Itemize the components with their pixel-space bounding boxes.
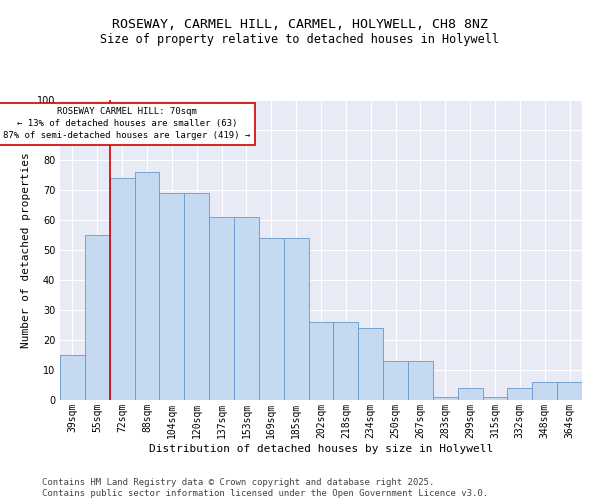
Bar — [308, 322, 334, 400]
Text: Contains HM Land Registry data © Crown copyright and database right 2025.
Contai: Contains HM Land Registry data © Crown c… — [42, 478, 488, 498]
Bar — [334, 322, 358, 400]
Bar — [60, 355, 85, 400]
Bar — [458, 388, 482, 400]
Text: ROSEWAY CARMEL HILL: 70sqm
← 13% of detached houses are smaller (63)
87% of semi: ROSEWAY CARMEL HILL: 70sqm ← 13% of deta… — [4, 108, 251, 140]
Bar — [134, 172, 160, 400]
Bar — [85, 235, 110, 400]
Y-axis label: Number of detached properties: Number of detached properties — [21, 152, 31, 348]
Bar — [284, 238, 308, 400]
Bar — [110, 178, 134, 400]
Text: ROSEWAY, CARMEL HILL, CARMEL, HOLYWELL, CH8 8NZ: ROSEWAY, CARMEL HILL, CARMEL, HOLYWELL, … — [112, 18, 488, 30]
Bar — [358, 328, 383, 400]
Bar — [482, 397, 508, 400]
Bar — [433, 397, 458, 400]
Bar — [160, 193, 184, 400]
Bar — [259, 238, 284, 400]
Bar — [557, 382, 582, 400]
Bar — [532, 382, 557, 400]
Bar — [209, 217, 234, 400]
Bar — [508, 388, 532, 400]
Text: Size of property relative to detached houses in Holywell: Size of property relative to detached ho… — [101, 32, 499, 46]
Bar — [234, 217, 259, 400]
Bar — [408, 361, 433, 400]
Bar — [184, 193, 209, 400]
X-axis label: Distribution of detached houses by size in Holywell: Distribution of detached houses by size … — [149, 444, 493, 454]
Bar — [383, 361, 408, 400]
